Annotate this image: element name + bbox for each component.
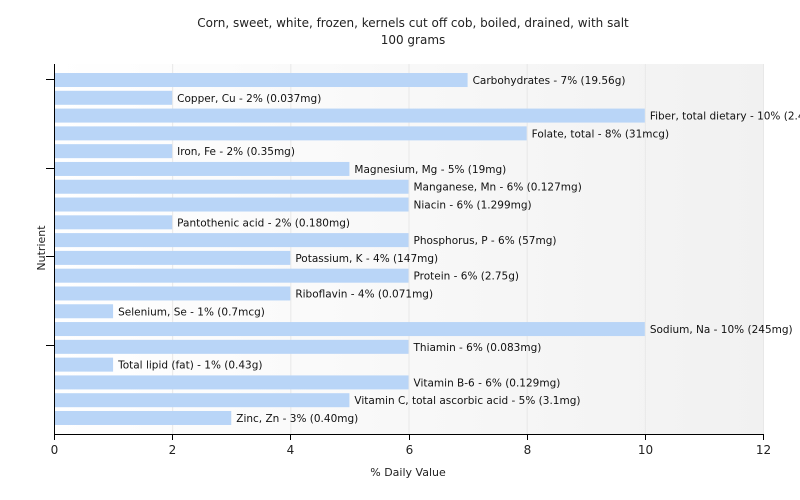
bar-value-label: Fiber, total dietary - 10% (2.4g) [650, 111, 800, 123]
bar [55, 179, 409, 194]
bar-value-label: Vitamin B-6 - 6% (0.129mg) [414, 377, 561, 389]
bars-group [55, 73, 645, 425]
x-axis-label: % Daily Value [370, 466, 446, 479]
bar [55, 108, 645, 123]
x-tick-label: 4 [287, 443, 295, 457]
bar [55, 126, 527, 141]
bar [55, 250, 291, 265]
x-ticks-group: 0 2 4 6 8 10 12 [51, 434, 771, 457]
bar-value-label: Magnesium, Mg - 5% (19mg) [354, 164, 506, 176]
x-tick-label: 12 [756, 443, 771, 457]
bar [55, 233, 409, 248]
bar-value-label: Sodium, Na - 10% (245mg) [650, 324, 793, 336]
bar-value-label: Riboflavin - 4% (0.071mg) [295, 288, 433, 300]
bar-value-label: Iron, Fe - 2% (0.35mg) [177, 146, 295, 158]
bar-value-label: Selenium, Se - 1% (0.7mcg) [118, 306, 265, 318]
bar [55, 144, 173, 159]
bar-value-label: Zinc, Zn - 3% (0.40mg) [236, 413, 358, 425]
bar [55, 410, 232, 425]
bar-value-label: Carbohydrates - 7% (19.56g) [473, 75, 626, 87]
bar [55, 322, 645, 337]
chart-title: Corn, sweet, white, frozen, kernels cut … [197, 16, 629, 30]
x-tick-label: 8 [524, 443, 532, 457]
bar-value-label: Pantothenic acid - 2% (0.180mg) [177, 217, 350, 229]
bar-value-label: Vitamin C, total ascorbic acid - 5% (3.1… [354, 395, 580, 407]
bar [55, 215, 173, 230]
bar [55, 161, 350, 176]
bar-value-label: Phosphorus, P - 6% (57mg) [414, 235, 557, 247]
bar [55, 90, 173, 105]
bar-labels-group: Carbohydrates - 7% (19.56g) Copper, Cu - … [117, 75, 800, 425]
x-tick-label: 10 [638, 443, 653, 457]
bar [55, 197, 409, 212]
bar-value-label: Potassium, K - 4% (147mg) [295, 253, 438, 265]
bar [55, 393, 350, 408]
chart-subtitle: 100 grams [381, 33, 446, 47]
bar-value-label: Niacin - 6% (1.299mg) [414, 200, 532, 212]
bar [55, 375, 409, 390]
x-tick-label: 2 [169, 443, 177, 457]
bar-value-label: Thiamin - 6% (0.083mg) [413, 342, 542, 354]
bar [55, 268, 409, 283]
x-tick-label: 0 [51, 443, 59, 457]
bar [55, 304, 114, 319]
bar-value-label: Copper, Cu - 2% (0.037mg) [177, 93, 321, 105]
bar [55, 357, 114, 372]
bar-value-label: Folate, total - 8% (31mcg) [532, 128, 669, 140]
x-tick-label: 6 [406, 443, 414, 457]
bar-value-label: Total lipid (fat) - 1% (0.43g) [117, 360, 262, 372]
y-axis-label: Nutrient [35, 225, 48, 271]
bar [55, 286, 291, 301]
bar-value-label: Protein - 6% (2.75g) [414, 271, 520, 283]
bar [55, 73, 468, 88]
bar [55, 339, 409, 354]
bar-value-label: Manganese, Mn - 6% (0.127mg) [414, 182, 582, 194]
